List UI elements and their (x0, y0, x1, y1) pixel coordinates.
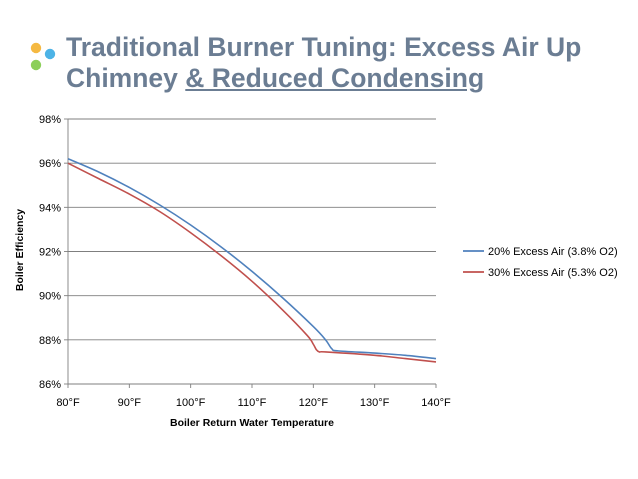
logo-dot-blue (44, 48, 56, 60)
y-tick-label: 88% (39, 335, 61, 347)
x-tick-label: 130°F (360, 397, 390, 409)
y-tick-label: 90% (39, 291, 61, 303)
x-tick-label: 80°F (56, 397, 80, 409)
logo-dot-orange (30, 42, 42, 54)
y-tick-label: 96% (39, 158, 61, 170)
y-tick-label: 98% (39, 114, 61, 126)
axes (64, 118, 437, 388)
logo-dots-icon (30, 42, 56, 71)
logo-dot-green (30, 59, 42, 71)
slide-title-line2-underlined: & Reduced Condensing (185, 63, 485, 93)
y-tick-label: 92% (39, 247, 61, 259)
series-lines (67, 158, 437, 363)
y-tick-label: 94% (39, 202, 61, 214)
x-tick-label: 110°F (238, 397, 267, 409)
series-line-2 (67, 162, 437, 363)
x-tick-label: 100°F (176, 397, 206, 409)
legend-label-2: 30% Excess Air (5.3% O2) (488, 267, 618, 279)
slide-title-line2-plain: Chimney (66, 63, 186, 93)
slide-title: Traditional Burner Tuning: Excess Air Up… (66, 32, 626, 94)
y-tick-labels: 86% 88% 90% 92% 94% 96% 98% (39, 114, 61, 391)
x-tick-label: 90°F (118, 397, 142, 409)
x-tick-label: 140°F (421, 397, 451, 409)
y-axis-label: Boiler Efficiency (14, 209, 26, 291)
y-tick-label: 86% (39, 379, 61, 391)
legend-label-1: 20% Excess Air (3.8% O2) (488, 246, 618, 258)
x-tick-labels: 80°F 90°F 100°F 110°F 120°F 130°F 140°F (56, 397, 451, 409)
x-axis-label: Boiler Return Water Temperature (170, 417, 334, 429)
legend: 20% Excess Air (3.8% O2) 30% Excess Air (… (463, 246, 618, 279)
gridlines (68, 118, 436, 341)
series-line-1 (67, 158, 437, 360)
slide-title-line2: Chimney & Reduced Condensing (66, 63, 626, 94)
x-tick-label: 120°F (299, 397, 329, 409)
slide-title-line1: Traditional Burner Tuning: Excess Air Up (66, 32, 582, 62)
